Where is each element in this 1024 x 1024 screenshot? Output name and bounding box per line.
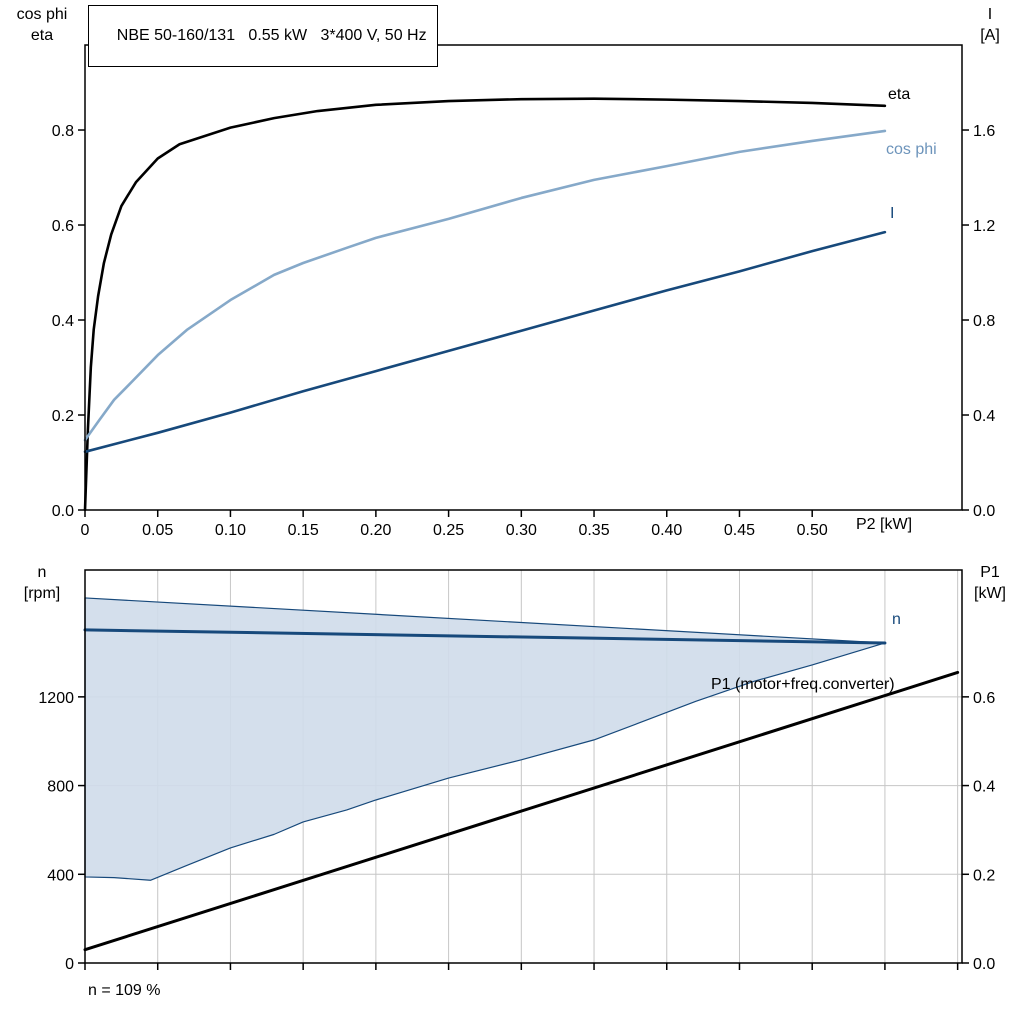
series-line-eta [83, 97, 887, 512]
plot-frame [84, 44, 963, 511]
axis-title-p1: P1 [980, 564, 1000, 581]
y-tick-label-left: 400 [47, 867, 74, 884]
y-tick-label-left: 0.8 [52, 123, 74, 140]
x-tick-label: 0.05 [142, 522, 173, 539]
y-tick-label-right: 1.6 [973, 123, 995, 140]
y-tick-label-right: 1.2 [973, 218, 995, 235]
curve-label-eta: eta [888, 86, 911, 103]
x-tick-label: 0.35 [578, 522, 609, 539]
y-tick-label-left: 0.4 [52, 313, 74, 330]
axis-title-current: I [987, 6, 993, 23]
y-tick-label-right: 0.6 [973, 690, 995, 707]
y-tick-label-left: 1200 [38, 690, 74, 707]
y-tick-label-right: 0.4 [973, 408, 995, 425]
top-chart-left-axis-title: cos phi eta [4, 4, 80, 46]
x-tick-label: 0.45 [724, 522, 755, 539]
x-tick-label: 0.40 [651, 522, 682, 539]
series-line-p1-motor-freq-converter [83, 670, 960, 952]
x-tick-label: 0.30 [506, 522, 537, 539]
axis-title-p1-unit: [kW] [974, 585, 1006, 602]
series-line-cos-phi [83, 129, 887, 442]
y-tick-label-right: 0.4 [973, 779, 995, 796]
curve-label-p1: P1 (motor+freq.converter) [711, 676, 895, 693]
x-tick-label: 0.20 [360, 522, 391, 539]
chart-title: NBE 50-160/131 0.55 kW 3*400 V, 50 Hz [116, 27, 427, 44]
axis-title-cos-phi: cos phi [16, 6, 68, 23]
axis-title-eta: eta [30, 27, 54, 44]
x-tick-label: 0.10 [215, 522, 246, 539]
chart-title-box: NBE 50-160/131 0.55 kW 3*400 V, 50 Hz [88, 5, 438, 67]
y-tick-label-right: 0.2 [973, 867, 995, 884]
speed-percentage-annotation: n = 109 % [88, 982, 161, 999]
bottom-chart-right-axis-title: P1 [kW] [960, 562, 1020, 604]
y-tick-label-left: 0 [65, 956, 74, 973]
y-tick-label-right: 0.0 [973, 956, 995, 973]
curve-label-current: I [890, 205, 895, 222]
curve-label-cos-phi: cos phi [886, 141, 937, 158]
y-tick-label-left: 800 [47, 779, 74, 796]
plot-frame [84, 569, 963, 964]
axis-title-speed: n [37, 564, 47, 581]
x-tick-label: 0.25 [433, 522, 464, 539]
axis-title-current-unit: [A] [980, 27, 1000, 44]
y-tick-label-left: 0.6 [52, 218, 74, 235]
top-chart-right-axis-title: I [A] [962, 4, 1018, 46]
axis-title-speed-unit: [rpm] [23, 585, 61, 602]
y-tick-label-right: 0.8 [973, 313, 995, 330]
bottom-chart-left-axis-title: n [rpm] [4, 562, 80, 604]
y-tick-label-right: 0.0 [973, 503, 995, 520]
series-line-n [83, 628, 887, 645]
x-tick-label: 0.50 [797, 522, 828, 539]
series-line-i [83, 230, 887, 454]
x-axis-label: P2 [kW] [856, 516, 913, 533]
x-tick-label: 0 [81, 522, 90, 539]
region-speed-control-range [84, 597, 886, 881]
x-tick-label: 0.15 [288, 522, 319, 539]
y-tick-label-left: 0.0 [52, 503, 74, 520]
curve-label-speed: n [892, 611, 901, 628]
y-tick-label-left: 0.2 [52, 408, 74, 425]
